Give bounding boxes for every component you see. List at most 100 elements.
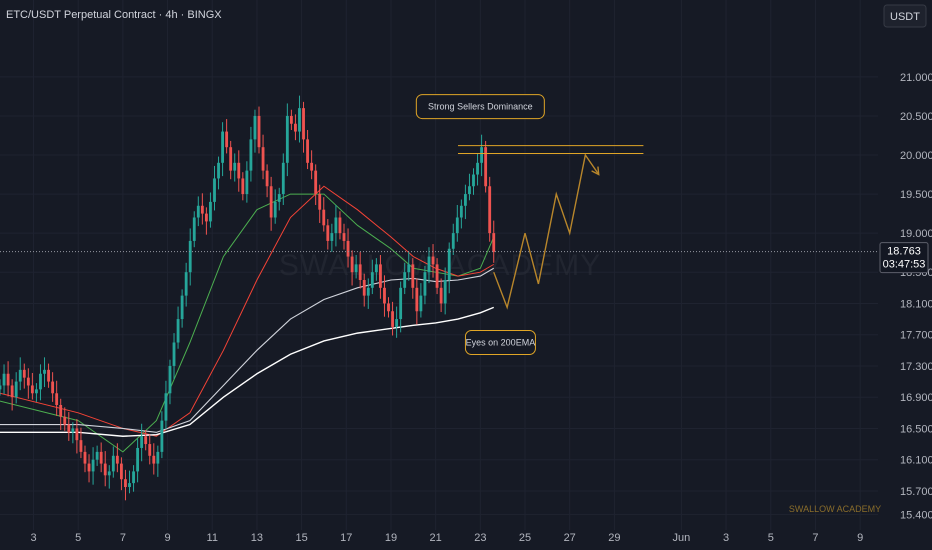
candle-body [379, 264, 382, 288]
candle-body [265, 170, 269, 187]
candle [480, 134, 484, 177]
candle [463, 184, 467, 220]
candle-body [168, 365, 172, 394]
candle [107, 465, 111, 489]
candle-body [334, 217, 338, 234]
candle-body [273, 201, 277, 218]
candle-body [480, 147, 484, 163]
current-price-value: 18.763 [887, 246, 921, 258]
candle [310, 150, 314, 180]
price-tag-box [879, 242, 929, 274]
candle-body [403, 272, 407, 288]
candle-body [423, 272, 427, 296]
candle-body [47, 369, 50, 382]
candle [366, 278, 370, 309]
candle-body [192, 217, 196, 241]
candle-countdown: 03:47:53 [883, 259, 926, 271]
candle-body [463, 194, 467, 206]
candle [14, 372, 18, 404]
y-tick-label: 21.000 [900, 72, 932, 84]
candle-body [419, 295, 423, 312]
corner-watermark: SWALLOW ACADEMY [789, 504, 881, 514]
candle [281, 153, 285, 205]
candle-body [87, 463, 91, 472]
candle-body [294, 123, 297, 132]
x-tick-label: 21 [430, 532, 442, 544]
candle-body [103, 463, 107, 476]
currency-button-label[interactable]: USDT [890, 11, 920, 23]
candles [0, 95, 496, 501]
candle-body [217, 162, 220, 179]
resistance-lines [457, 145, 644, 154]
candle [229, 140, 233, 180]
candle-body [443, 280, 447, 304]
candle-body [180, 295, 184, 320]
currency-button-box[interactable] [883, 4, 927, 28]
candle [476, 153, 479, 186]
annotation-label: Strong Sellers Dominance [428, 102, 533, 112]
candle-body [374, 264, 378, 273]
candle [439, 278, 443, 313]
x-tick-label: 19 [385, 532, 397, 544]
candle [253, 109, 257, 153]
candle [241, 172, 245, 201]
candle-body [30, 385, 34, 394]
candle-body [140, 436, 144, 448]
candle-body [99, 451, 103, 464]
candle [338, 211, 342, 240]
candle-body [241, 178, 245, 195]
x-tick-label: 27 [564, 532, 576, 544]
candle [354, 255, 358, 279]
x-tick-label: 11 [207, 532, 218, 544]
candle-body [415, 287, 419, 312]
candle-body [18, 369, 22, 382]
currency-button[interactable]: USDT [883, 4, 927, 28]
candle-body [115, 455, 119, 464]
y-tick-label: 18.100 [900, 298, 932, 310]
y-tick-label: 16.100 [900, 455, 932, 467]
candle-body [107, 471, 111, 476]
candle [152, 443, 156, 475]
candle [67, 412, 71, 441]
y-tick-label: 17.700 [900, 330, 932, 342]
candle-body [26, 377, 30, 386]
candle-body [95, 451, 99, 460]
y-tick-label: 15.700 [900, 486, 932, 498]
ema-line [0, 193, 495, 453]
candle [140, 423, 144, 462]
candle [156, 445, 160, 477]
annotation-box [415, 94, 545, 120]
candle [87, 454, 91, 483]
x-tick-label: 13 [251, 532, 263, 544]
candle [294, 114, 297, 141]
candle [233, 153, 237, 182]
candle-body [204, 213, 208, 222]
candle-body [451, 233, 455, 249]
candle [119, 457, 123, 491]
projection-line [493, 153, 600, 310]
candle [6, 361, 10, 397]
candle [209, 192, 212, 228]
candle-body [314, 170, 318, 195]
candle-body [253, 115, 257, 140]
candle-body [79, 440, 83, 452]
candle [91, 447, 95, 485]
candle-body [209, 201, 212, 222]
candle-body [83, 451, 87, 464]
candle-body [484, 147, 488, 187]
x-tick-label: Jun [673, 532, 691, 544]
candle [399, 281, 403, 333]
candle-body [354, 264, 358, 273]
candle-body [245, 170, 249, 195]
candle-body [342, 233, 346, 241]
candle [164, 380, 168, 430]
candle [411, 258, 415, 299]
candle-body [269, 186, 273, 218]
candle-body [330, 233, 334, 241]
candle-body [322, 209, 326, 226]
candle [358, 251, 362, 289]
candle-body [213, 178, 216, 202]
candle [379, 255, 382, 299]
candle-body [176, 319, 180, 343]
